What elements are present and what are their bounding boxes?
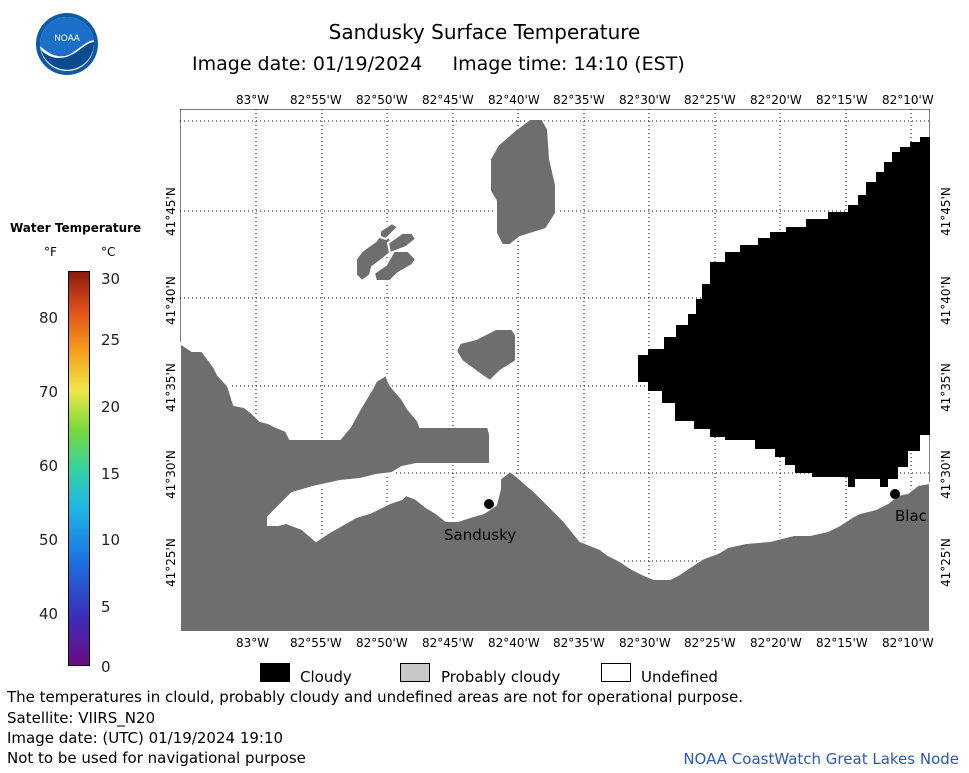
lon-tick-bot-3: 82°45'W: [422, 636, 474, 650]
f-label-40: 40: [39, 605, 59, 623]
f-label-60: 60: [39, 457, 59, 475]
lat-tick-left-3: 41°30'N: [164, 450, 178, 499]
c-label-25: 25: [101, 331, 121, 349]
c-label-10: 10: [101, 531, 121, 549]
f-label-50: 50: [39, 531, 59, 549]
c-label-15: 15: [101, 465, 121, 483]
lat-tick-left-0: 41°45'N: [164, 187, 178, 236]
c-label-20: 20: [101, 398, 121, 416]
lon-tick-bot-1: 82°55'W: [290, 636, 342, 650]
undefined-swatch: [601, 663, 631, 682]
bla-marker: [890, 489, 900, 499]
lon-tick-top-2: 82°50'W: [356, 93, 408, 107]
lon-tick-bot-8: 82°20'W: [750, 636, 802, 650]
lat-tick-right-2: 41°35'N: [939, 363, 953, 412]
cloudy-label: Cloudy: [300, 668, 352, 686]
temperature-colorbar: [68, 271, 90, 666]
lon-tick-bot-7: 82°25'W: [684, 636, 736, 650]
cloudy-swatch: [260, 663, 290, 682]
colorbar-title: Water Temperature: [10, 221, 142, 235]
lat-tick-left-4: 41°25'N: [164, 538, 178, 587]
sandusky-marker: [484, 499, 494, 509]
small-island-a: [372, 250, 418, 282]
probably-cloudy-swatch: [400, 663, 430, 682]
noaa-logo: NOAA: [36, 13, 98, 75]
footer-disclaimer: The temperatures in clould, probably clo…: [7, 688, 744, 706]
land-shore: [180, 341, 930, 632]
lon-tick-top-6: 82°30'W: [619, 93, 671, 107]
lon-tick-top-3: 82°45'W: [422, 93, 474, 107]
colorbar-unit-f: °F: [44, 245, 57, 259]
lon-tick-top-7: 82°25'W: [684, 93, 736, 107]
c-label-30: 30: [101, 270, 121, 288]
sandusky-label: Sandusky: [444, 526, 516, 544]
lon-tick-bot-6: 82°30'W: [619, 636, 671, 650]
noaa-logo-text: NOAA: [54, 33, 80, 43]
colorbar-unit-c: °C: [101, 245, 116, 259]
lon-tick-bot-0: 83°W: [236, 636, 270, 650]
lat-tick-right-0: 41°45'N: [939, 187, 953, 236]
bla-label: Blac: [895, 507, 927, 525]
image-date-time: Image date: 01/19/2024 Image time: 14:10…: [192, 53, 685, 75]
sst-map: Sandusky Blac: [180, 109, 930, 632]
undefined-label: Undefined: [641, 668, 718, 686]
lat-tick-left-1: 41°40'N: [164, 276, 178, 325]
probably-cloudy-label: Probably cloudy: [441, 668, 561, 686]
map-title: Sandusky Surface Temperature: [328, 20, 641, 44]
kelleys-island: [489, 118, 557, 246]
lon-tick-bot-2: 82°50'W: [356, 636, 408, 650]
lat-tick-right-1: 41°40'N: [939, 276, 953, 325]
footer-utc-date: Image date: (UTC) 01/19/2024 19:10: [7, 729, 284, 747]
footer-credit: NOAA CoastWatch Great Lakes Node: [683, 750, 959, 768]
lon-tick-top-5: 82°35'W: [553, 93, 605, 107]
lon-tick-bot-9: 82°15'W: [816, 636, 868, 650]
lon-tick-top-4: 82°40'W: [488, 93, 540, 107]
c-label-5: 5: [101, 598, 111, 616]
lat-tick-right-4: 41°25'N: [939, 538, 953, 587]
lon-tick-bot-4: 82°40'W: [488, 636, 540, 650]
cloudy-region: [638, 137, 930, 487]
lon-tick-top-10: 82°10'W: [882, 93, 934, 107]
lon-tick-bot-10: 82°10'W: [882, 636, 934, 650]
lon-tick-top-9: 82°15'W: [816, 93, 868, 107]
c-label-0: 0: [101, 658, 111, 676]
lon-tick-bot-5: 82°35'W: [553, 636, 605, 650]
small-island-b: [386, 232, 418, 255]
lon-tick-top-1: 82°55'W: [290, 93, 342, 107]
lon-tick-top-0: 83°W: [236, 93, 270, 107]
south-bass-island: [454, 328, 517, 383]
islet: [379, 221, 400, 241]
lat-tick-left-2: 41°35'N: [164, 363, 178, 412]
footer-satellite: Satellite: VIIRS_N20: [7, 709, 156, 727]
f-label-80: 80: [39, 309, 59, 327]
lat-tick-right-3: 41°30'N: [939, 450, 953, 499]
f-label-70: 70: [39, 383, 59, 401]
footer-navigation-warning: Not to be used for navigational purpose: [7, 749, 306, 767]
lon-tick-top-8: 82°20'W: [750, 93, 802, 107]
